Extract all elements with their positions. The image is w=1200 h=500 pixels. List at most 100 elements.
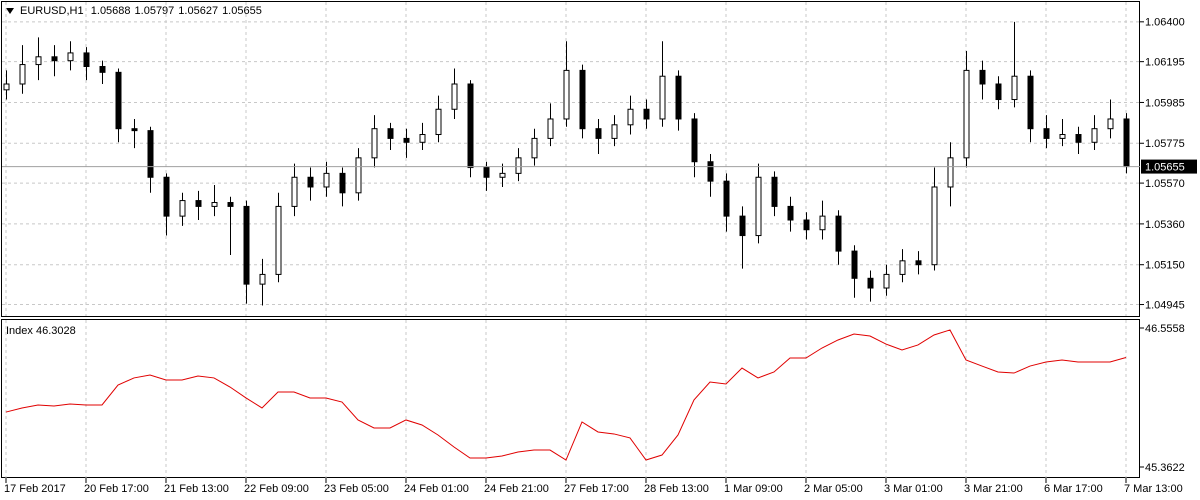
x-tick-label: 3 Mar 21:00	[964, 483, 1023, 495]
candle-body	[739, 215, 746, 237]
candle-body	[1107, 118, 1114, 130]
x-tick-label: 23 Feb 05:00	[324, 483, 389, 495]
y-tick-label: 1.06195	[1145, 57, 1185, 69]
header-value: 1.05797	[135, 5, 175, 17]
header-value: 1.05688	[91, 5, 131, 17]
candle-body	[787, 205, 794, 221]
current-price-label: 1.05655	[1145, 161, 1185, 173]
candle-body	[1075, 134, 1082, 143]
candle-body	[275, 205, 282, 275]
candle-body	[19, 64, 26, 85]
candle-body	[755, 176, 762, 237]
symbol-title: EURUSD,H1 1.05688 1.05797 1.05627 1.05655	[20, 5, 262, 17]
candle-body	[227, 202, 234, 207]
candle-body	[147, 130, 154, 178]
candle-body	[803, 219, 810, 231]
candle-body	[1091, 128, 1098, 143]
candle-body	[259, 273, 266, 285]
y-tick-label: 1.05150	[1145, 260, 1185, 272]
candle-body	[771, 176, 778, 207]
candle-body	[915, 260, 922, 266]
x-tick-label: 24 Feb 21:00	[484, 483, 549, 495]
candle-body	[563, 69, 570, 120]
candle-body	[659, 75, 666, 120]
candle-body	[723, 180, 730, 217]
candle-body	[643, 108, 650, 120]
x-tick-label: 7 Mar 13:00	[1124, 483, 1183, 495]
x-tick-label: 27 Feb 17:00	[564, 483, 629, 495]
candle-body	[627, 108, 634, 126]
y-tick-label: 1.04945	[1145, 299, 1185, 311]
collapse-arrow[interactable]	[6, 8, 14, 14]
candle-body	[35, 56, 42, 66]
candle-body	[883, 273, 890, 289]
candle-body	[819, 215, 826, 231]
candle-body	[1043, 128, 1050, 139]
y-tick-label: 1.06400	[1145, 17, 1185, 29]
candle-body	[339, 172, 346, 194]
candle-body	[979, 69, 986, 85]
header-value: 1.05655	[222, 5, 262, 17]
index-name: Index	[6, 325, 33, 337]
candle-body	[963, 69, 970, 159]
candle-body	[387, 128, 394, 139]
candle-body	[3, 83, 10, 91]
candle-body	[83, 52, 90, 68]
index-title: Index 46.3028	[6, 325, 76, 337]
candle-body	[547, 118, 554, 139]
candle-body	[867, 277, 874, 289]
candle-body	[195, 200, 202, 207]
candle-body	[931, 186, 938, 266]
candle-body	[467, 83, 474, 169]
y-tick-label: 45.3622	[1145, 462, 1185, 474]
candle-body	[179, 200, 186, 217]
candle-body	[595, 128, 602, 139]
candle-body	[51, 56, 58, 62]
x-tick-label: 24 Feb 01:00	[404, 483, 469, 495]
y-tick-label: 1.05360	[1145, 219, 1185, 231]
x-tick-label: 20 Feb 17:00	[84, 483, 149, 495]
candle-body	[835, 215, 842, 252]
candle-body	[515, 157, 522, 174]
x-tick-label: 3 Mar 01:00	[884, 483, 943, 495]
candle-body	[1123, 118, 1130, 168]
candle-body	[707, 161, 714, 182]
candle-body	[419, 134, 426, 143]
y-tick-label: 1.05775	[1145, 138, 1185, 150]
candle-body	[99, 66, 106, 73]
candle-body	[403, 137, 410, 143]
x-tick-label: 21 Feb 13:00	[164, 483, 229, 495]
candle-body	[291, 176, 298, 207]
index-line	[5, 329, 1127, 461]
candle-body	[1011, 75, 1018, 101]
x-tick-label: 2 Mar 05:00	[804, 483, 863, 495]
candle-body	[451, 83, 458, 110]
candle-body	[371, 128, 378, 159]
candle-body	[163, 176, 170, 217]
candle-body	[323, 172, 330, 188]
header-value: 1.05627	[178, 5, 218, 17]
y-tick-label: 46.5558	[1145, 323, 1185, 335]
candle-body	[67, 52, 74, 62]
x-tick-label: 22 Feb 09:00	[244, 483, 309, 495]
candle-body	[1027, 75, 1034, 130]
candle-body	[1059, 134, 1066, 139]
candle-body	[131, 128, 138, 132]
candle-body	[579, 69, 586, 130]
x-tick-label: 1 Mar 09:00	[724, 483, 783, 495]
candle-body	[499, 172, 506, 178]
candle-body	[435, 108, 442, 136]
y-tick-label: 1.05570	[1145, 178, 1185, 190]
candle-body	[531, 137, 538, 159]
y-tick-label: 1.05985	[1145, 97, 1185, 109]
x-tick-label: 28 Feb 13:00	[644, 483, 709, 495]
candle-body	[243, 205, 250, 285]
candle-body	[899, 260, 906, 275]
index-panel-frame	[1, 319, 1140, 478]
x-tick-label: 17 Feb 2017	[4, 483, 66, 495]
current-price-box	[1141, 159, 1197, 174]
candle-body	[483, 167, 490, 178]
candle-body	[851, 250, 858, 279]
candle-body	[691, 118, 698, 163]
